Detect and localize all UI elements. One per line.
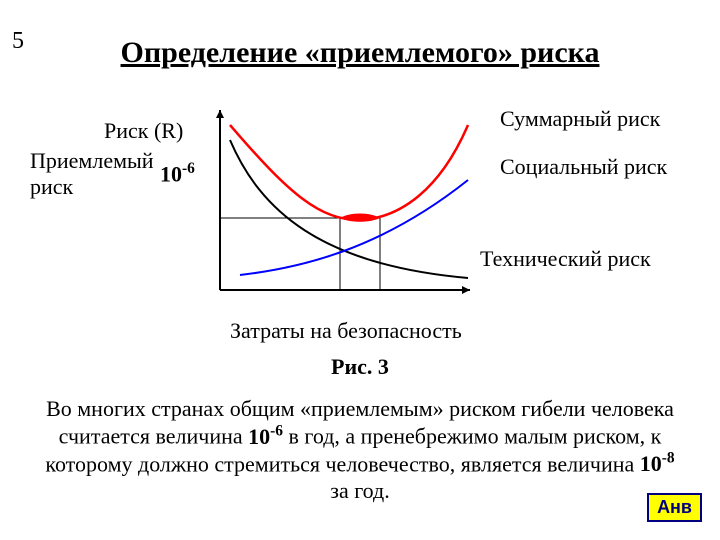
body-val1-base: 10	[248, 424, 270, 449]
y-axis-label: Риск (R)	[104, 118, 183, 144]
acceptable-risk-label-1: Приемлемый	[30, 148, 154, 174]
acceptable-risk-label-2: риск	[30, 174, 73, 200]
social-risk-label: Социальный риск	[500, 154, 667, 180]
x-axis-label: Затраты на безопасность	[230, 318, 462, 344]
risk-chart	[210, 100, 480, 300]
technical-risk-label: Технический риск	[480, 246, 651, 272]
value-base: 10	[160, 161, 182, 186]
figure-label: Рис. 3	[0, 354, 720, 380]
nav-button[interactable]: Анв	[647, 493, 702, 522]
body-paragraph: Во многих странах общим «приемлемым» рис…	[40, 396, 680, 504]
body-val2-exp: -8	[662, 450, 675, 467]
value-exp: -6	[182, 160, 195, 177]
page-title: Определение «приемлемого» риска	[0, 36, 720, 70]
body-val1-exp: -6	[270, 422, 283, 439]
body-val2-base: 10	[640, 451, 662, 476]
acceptable-risk-value: 10-6	[160, 160, 195, 187]
summary-risk-label: Суммарный риск	[500, 106, 660, 132]
body-part3: за год.	[330, 478, 390, 503]
